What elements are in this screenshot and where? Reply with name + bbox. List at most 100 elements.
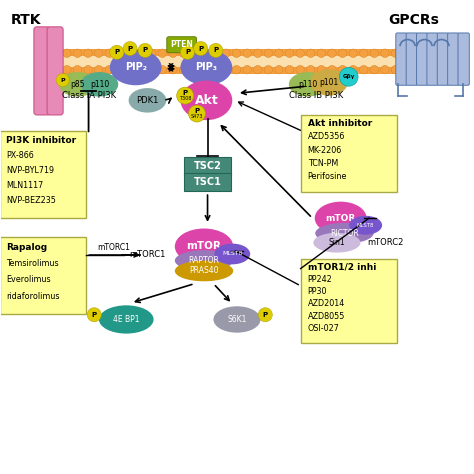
Ellipse shape xyxy=(81,72,118,97)
Circle shape xyxy=(412,65,421,74)
Circle shape xyxy=(285,49,294,57)
Ellipse shape xyxy=(59,72,97,97)
Circle shape xyxy=(254,49,262,57)
Circle shape xyxy=(392,65,400,74)
FancyBboxPatch shape xyxy=(458,33,469,85)
Circle shape xyxy=(87,308,101,322)
Text: Class IB PI3K: Class IB PI3K xyxy=(289,91,343,100)
Text: P: P xyxy=(60,78,65,82)
Text: Akt inhibitor: Akt inhibitor xyxy=(308,119,372,128)
Ellipse shape xyxy=(315,223,374,244)
Text: mTORC2: mTORC2 xyxy=(367,238,404,247)
FancyBboxPatch shape xyxy=(47,27,63,115)
Circle shape xyxy=(116,65,124,74)
Text: S473: S473 xyxy=(191,114,203,119)
Ellipse shape xyxy=(313,233,360,253)
Circle shape xyxy=(381,49,389,57)
Text: P: P xyxy=(194,108,200,114)
Text: P: P xyxy=(91,312,97,318)
Text: PI3K inhibitor: PI3K inhibitor xyxy=(6,137,76,146)
Circle shape xyxy=(392,49,400,57)
Text: RICTOR: RICTOR xyxy=(330,229,359,238)
Circle shape xyxy=(434,65,442,74)
Circle shape xyxy=(370,65,379,74)
Circle shape xyxy=(158,65,166,74)
Text: p85: p85 xyxy=(71,80,85,89)
Circle shape xyxy=(194,41,208,55)
Circle shape xyxy=(232,49,241,57)
Ellipse shape xyxy=(214,244,250,264)
Circle shape xyxy=(105,65,114,74)
Circle shape xyxy=(264,65,273,74)
Ellipse shape xyxy=(175,228,233,264)
Ellipse shape xyxy=(181,49,232,85)
Text: Perifosine: Perifosine xyxy=(308,172,347,181)
Text: Gβγ: Gβγ xyxy=(343,74,355,79)
Circle shape xyxy=(94,65,103,74)
Circle shape xyxy=(307,65,315,74)
Circle shape xyxy=(338,49,347,57)
Text: P: P xyxy=(198,46,203,52)
Circle shape xyxy=(158,49,166,57)
Text: 4E BP1: 4E BP1 xyxy=(113,315,139,324)
Text: RAPTOR: RAPTOR xyxy=(189,256,219,265)
Circle shape xyxy=(317,49,326,57)
Circle shape xyxy=(211,49,219,57)
Circle shape xyxy=(190,49,198,57)
FancyBboxPatch shape xyxy=(406,33,418,85)
FancyBboxPatch shape xyxy=(184,157,231,175)
Circle shape xyxy=(434,49,442,57)
Circle shape xyxy=(138,43,152,57)
Circle shape xyxy=(349,49,357,57)
Circle shape xyxy=(444,49,453,57)
Text: PIP₂: PIP₂ xyxy=(125,63,146,73)
Circle shape xyxy=(455,49,464,57)
Circle shape xyxy=(296,49,304,57)
Text: mTORC1: mTORC1 xyxy=(97,243,130,252)
Text: Temsirolimus: Temsirolimus xyxy=(6,259,59,268)
FancyBboxPatch shape xyxy=(447,33,459,85)
Circle shape xyxy=(338,65,347,74)
Circle shape xyxy=(349,65,357,74)
Circle shape xyxy=(211,65,219,74)
Text: P: P xyxy=(182,90,188,96)
Circle shape xyxy=(243,65,251,74)
Circle shape xyxy=(402,65,410,74)
Circle shape xyxy=(232,65,241,74)
Circle shape xyxy=(201,65,209,74)
Circle shape xyxy=(296,65,304,74)
Text: GPCRs: GPCRs xyxy=(388,13,438,27)
Circle shape xyxy=(243,49,251,57)
Circle shape xyxy=(209,43,223,57)
Text: P: P xyxy=(128,46,133,52)
Circle shape xyxy=(275,49,283,57)
Text: mTOR: mTOR xyxy=(187,241,221,251)
Circle shape xyxy=(179,65,188,74)
Text: PP30: PP30 xyxy=(308,287,327,296)
Circle shape xyxy=(73,65,82,74)
Circle shape xyxy=(56,73,69,87)
Circle shape xyxy=(222,65,230,74)
Ellipse shape xyxy=(310,69,348,96)
Circle shape xyxy=(455,65,464,74)
Text: PIP₃: PIP₃ xyxy=(195,63,218,73)
Text: Sin1: Sin1 xyxy=(328,238,345,247)
Ellipse shape xyxy=(99,305,154,334)
Text: P: P xyxy=(114,49,119,55)
FancyBboxPatch shape xyxy=(0,237,86,314)
Text: TCN-PM: TCN-PM xyxy=(308,159,338,168)
Text: P: P xyxy=(263,312,268,318)
Circle shape xyxy=(179,49,188,57)
Text: S6K1: S6K1 xyxy=(228,315,246,324)
Text: NVP-BYL719: NVP-BYL719 xyxy=(6,166,54,175)
Circle shape xyxy=(412,49,421,57)
Circle shape xyxy=(123,41,137,55)
Circle shape xyxy=(254,65,262,74)
Circle shape xyxy=(285,65,294,74)
Circle shape xyxy=(275,65,283,74)
Circle shape xyxy=(73,49,82,57)
FancyBboxPatch shape xyxy=(63,55,468,67)
Circle shape xyxy=(328,65,336,74)
Text: OSI-027: OSI-027 xyxy=(308,324,339,333)
Circle shape xyxy=(201,49,209,57)
